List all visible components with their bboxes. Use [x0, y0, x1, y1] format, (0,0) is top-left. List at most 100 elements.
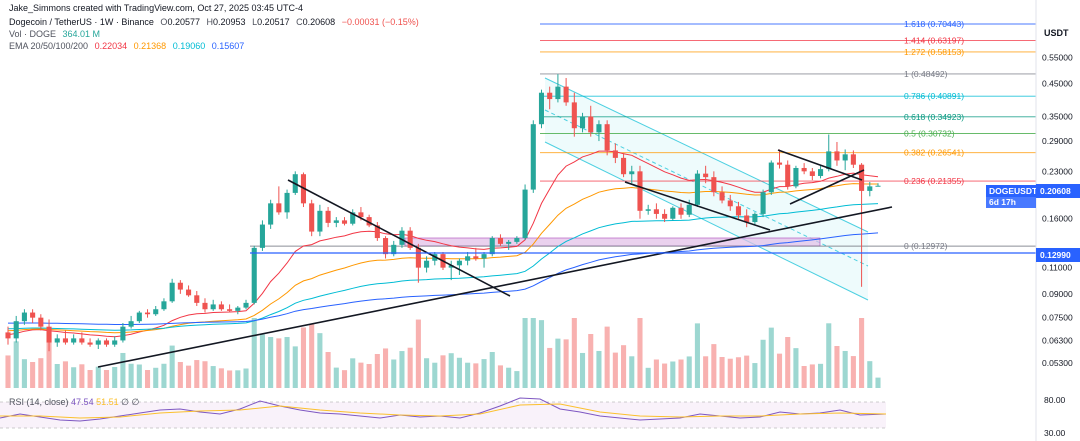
volume-label[interactable]: Vol · DOGE	[9, 29, 57, 39]
candle-body	[366, 217, 372, 226]
ohlc-low: L0.20517	[252, 17, 290, 27]
candle-body	[54, 338, 60, 343]
ema20-value: 0.22034	[94, 41, 128, 51]
volume-bar	[366, 364, 372, 388]
volume-bar	[711, 344, 717, 388]
volume-bar	[71, 367, 77, 388]
volume-bar	[292, 346, 298, 388]
volume-bar	[161, 363, 167, 388]
volume-bar	[54, 364, 60, 388]
volume-bar	[588, 334, 594, 388]
wedge-upper-line	[777, 149, 863, 181]
volume-bar	[497, 365, 503, 388]
volume-bar	[604, 326, 610, 388]
candle-body	[809, 171, 815, 176]
volume-bar	[210, 366, 216, 388]
price-axis-tick: 0.35000	[1042, 112, 1073, 122]
wedge-lower-line	[789, 169, 865, 205]
current-symbol-name: DOGEUSDT	[989, 186, 1038, 196]
volume-bar	[194, 360, 200, 388]
candle-body	[711, 177, 717, 193]
candle-body	[456, 260, 462, 266]
rsi-extra-1: ∅	[121, 397, 129, 407]
candle-body	[514, 238, 520, 242]
price-axis-tick: 0.16000	[1042, 214, 1073, 224]
volume-bar	[333, 367, 339, 388]
candle-body	[259, 224, 265, 248]
candle-body	[95, 340, 101, 345]
support-level-tag: 0.12990	[1036, 248, 1080, 262]
volume-bar	[768, 327, 774, 388]
volume-bar	[153, 367, 159, 388]
price-axis-tick: 0.06300	[1042, 335, 1073, 345]
candle-body	[383, 238, 389, 255]
volume-bar	[809, 364, 815, 388]
volume-bar	[818, 363, 824, 388]
candle-body	[235, 307, 241, 311]
ema-info-row: EMA 20/50/100/200 0.22034 0.21368 0.1906…	[9, 41, 248, 52]
fib-level-label: 1 (0.48492)	[904, 69, 948, 79]
volume-bar	[793, 348, 799, 388]
candle-body	[407, 230, 413, 248]
candle-body	[309, 203, 315, 232]
volume-bar	[440, 355, 446, 388]
ascending-trendline	[97, 206, 893, 368]
volume-bar	[448, 353, 454, 388]
candle-body	[448, 265, 454, 268]
price-change: −0.00031 (−0.15%)	[341, 17, 419, 27]
ema-label[interactable]: EMA 20/50/100/200	[9, 41, 89, 51]
volume-bar	[424, 358, 430, 388]
candle-body	[530, 124, 536, 190]
candle-body	[563, 86, 569, 103]
candle-body	[686, 204, 692, 215]
volume-bar	[621, 345, 627, 388]
trend-lines	[97, 149, 893, 368]
descending-trendline-1	[287, 179, 511, 297]
candle-body	[637, 171, 643, 211]
candle-body	[588, 116, 594, 133]
candle-body	[341, 220, 348, 224]
candle-body	[218, 304, 224, 310]
volume-bar	[760, 339, 766, 388]
candle-body	[374, 225, 380, 239]
volume-bar	[415, 319, 421, 388]
volume-bar	[842, 350, 848, 388]
symbol-title[interactable]: Dogecoin / TetherUS · 1W · Binance	[9, 17, 154, 27]
volume-bar	[489, 352, 495, 388]
fib-level-label: 0.786 (0.40891)	[904, 91, 964, 101]
volume-bar	[629, 356, 635, 388]
candle-body	[785, 164, 791, 187]
candle-body	[30, 312, 36, 318]
candle-body	[694, 173, 700, 205]
candle-body	[284, 192, 290, 213]
volume-bar	[13, 341, 19, 388]
volume-bar	[341, 370, 348, 388]
volume-bar	[785, 337, 791, 388]
candle-body	[834, 151, 840, 161]
volume-bar	[826, 323, 832, 388]
volume-bar	[432, 362, 438, 388]
candle-body	[735, 206, 742, 216]
rsi-ma-value: 51.51	[96, 397, 119, 407]
fib-level-label: 0.5 (0.30732)	[904, 128, 955, 138]
volume-bar	[859, 318, 865, 388]
volume-bar	[645, 367, 651, 388]
volume-bar	[350, 358, 356, 388]
volume-bar	[325, 352, 331, 388]
candle-body	[13, 321, 19, 339]
volume-bar	[801, 366, 807, 388]
candle-body	[5, 332, 11, 339]
rsi-label[interactable]: RSI (14, close)	[9, 397, 69, 407]
candle-body	[71, 338, 77, 343]
resistance-zone	[404, 237, 821, 247]
candle-body	[128, 321, 134, 327]
price-axis-tick: 0.45000	[1042, 79, 1073, 89]
candle-body	[87, 342, 93, 345]
candle-body	[120, 326, 126, 341]
countdown-tag: 6d 17h	[986, 196, 1036, 208]
price-axis-tick: 0.23000	[1042, 166, 1073, 176]
candle-body	[793, 167, 799, 187]
volume-bar	[300, 327, 307, 388]
candle-body	[276, 203, 282, 213]
current-symbol-tag: DOGEUSDT	[986, 185, 1038, 197]
